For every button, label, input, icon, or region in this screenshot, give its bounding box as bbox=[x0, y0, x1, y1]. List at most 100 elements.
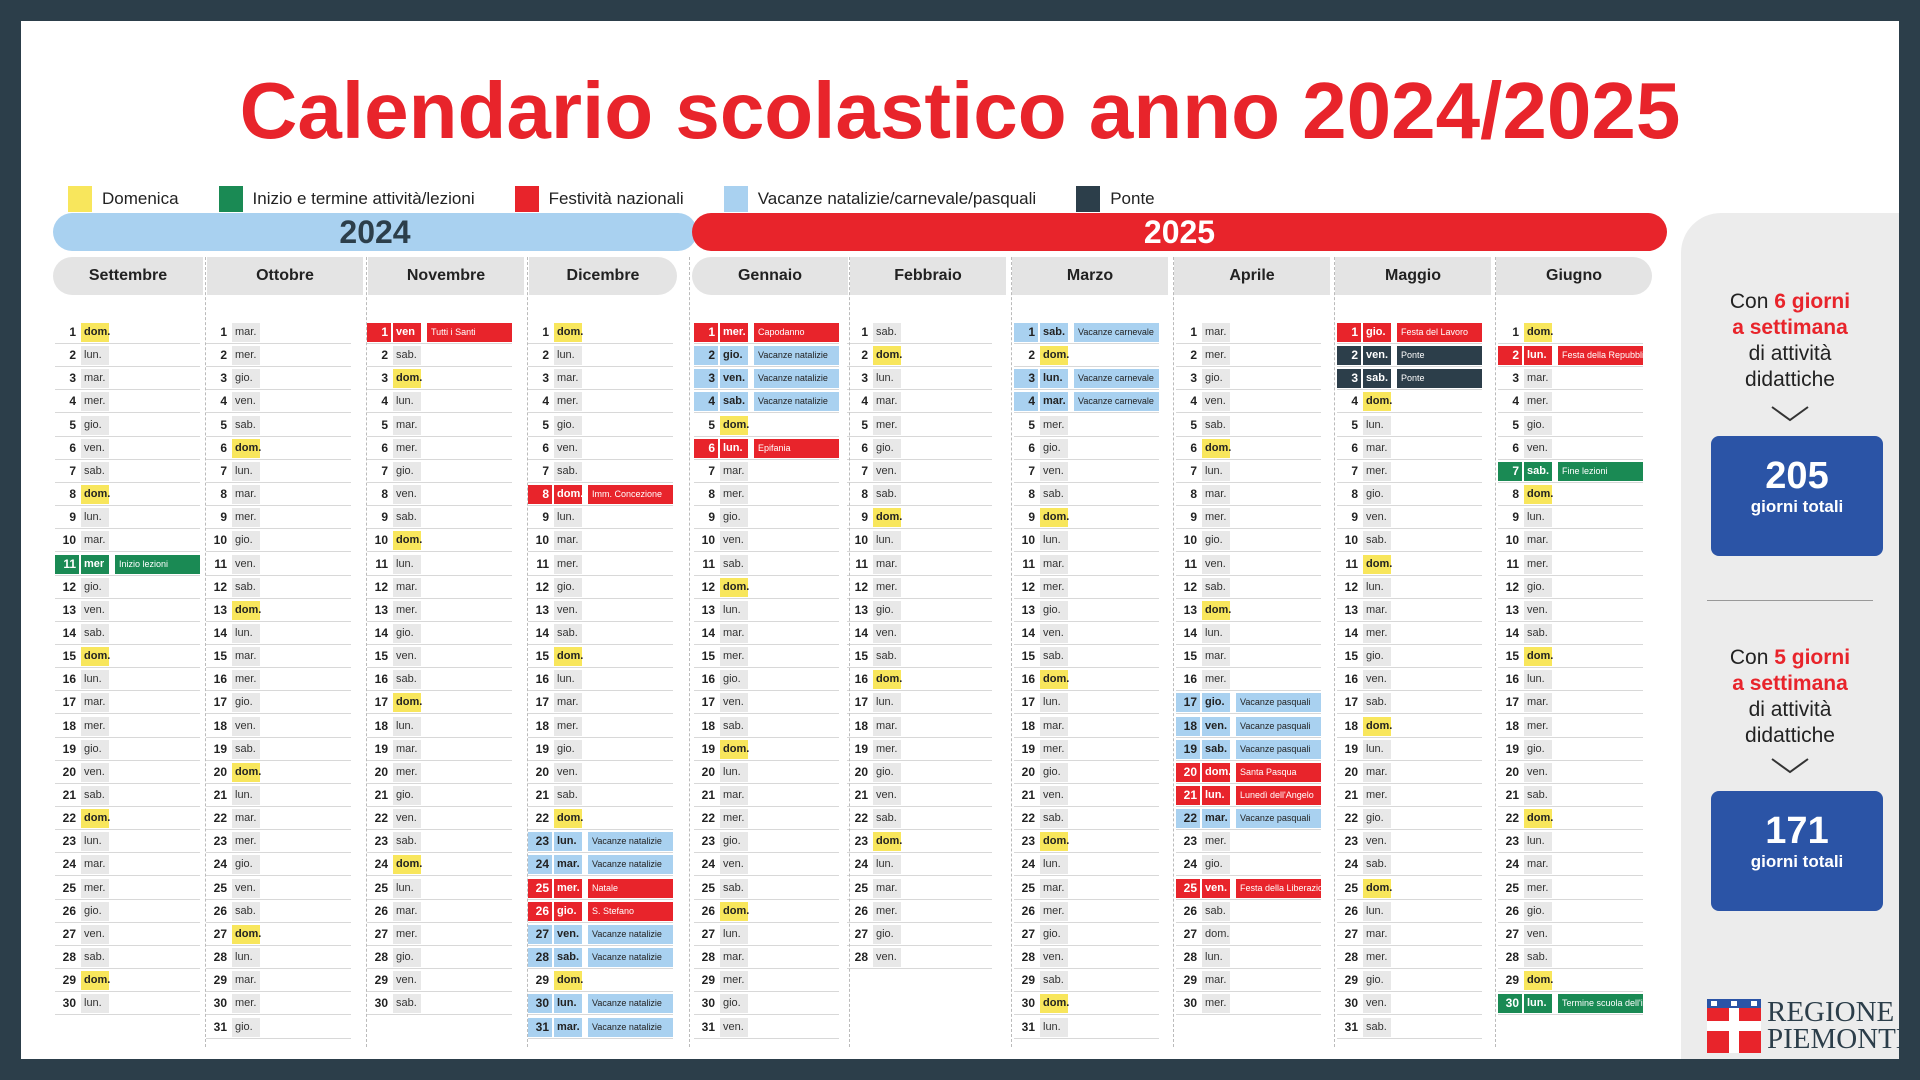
weekday: ven. bbox=[873, 948, 901, 968]
day-row: 14 sab. bbox=[1498, 622, 1643, 645]
weekday: sab. bbox=[81, 948, 109, 968]
weekday: ven. bbox=[81, 762, 109, 782]
day-number: 5 bbox=[220, 417, 227, 432]
weekday: ven. bbox=[554, 924, 582, 944]
day-row: 3 sab. Ponte bbox=[1337, 367, 1482, 391]
weekday: lun. bbox=[1040, 1017, 1068, 1037]
summary-divider bbox=[1707, 600, 1873, 601]
day-row: 21 sab. bbox=[1498, 784, 1643, 807]
day-number: 17 bbox=[1021, 695, 1035, 710]
day-row: 8 mer. bbox=[694, 483, 839, 507]
weekday: ven. bbox=[1363, 508, 1391, 528]
day-number: 14 bbox=[1183, 625, 1197, 640]
day-row: 13 dom. bbox=[1176, 599, 1321, 622]
day-number: 8 bbox=[1028, 487, 1035, 502]
day-number: 29 bbox=[1344, 973, 1358, 988]
day-row: 28 sab. bbox=[1498, 946, 1643, 970]
page-title: Calendario scolastico anno 2024/2025 bbox=[239, 66, 1681, 155]
weekday: mer. bbox=[232, 508, 260, 528]
day-number: 19 bbox=[213, 741, 227, 756]
day-row: 15 dom. bbox=[528, 645, 673, 669]
day-row: 20 gio. bbox=[1014, 761, 1159, 784]
day-row: 11 mer. bbox=[1498, 553, 1643, 576]
day-row: 27 ven. bbox=[1498, 923, 1643, 946]
day-number: 7 bbox=[1190, 463, 1197, 478]
six-days-line3: di attività bbox=[1748, 342, 1832, 365]
weekday: ven. bbox=[1524, 762, 1552, 782]
day-row: 8 dom. bbox=[55, 483, 200, 507]
day-number: 22 bbox=[62, 811, 76, 826]
day-row: 4 ven. bbox=[1176, 390, 1321, 414]
day-row: 11 ven. bbox=[1176, 553, 1321, 576]
weekday: lun. bbox=[81, 670, 109, 690]
day-row: 5 lun. bbox=[1337, 414, 1482, 437]
day-row: 24 dom. bbox=[367, 853, 512, 877]
day-row: 29 mer. bbox=[694, 969, 839, 993]
weekday: mar. bbox=[81, 855, 109, 875]
day-number: 19 bbox=[854, 741, 868, 756]
day-number: 27 bbox=[854, 926, 868, 941]
weekday: ven. bbox=[720, 855, 748, 875]
day-number: 14 bbox=[213, 625, 227, 640]
day-row: 19 mer. bbox=[1014, 738, 1159, 761]
day-row: 13 ven. bbox=[55, 599, 200, 622]
day-row: 23 dom. bbox=[847, 830, 992, 854]
day-row: 25 mer. bbox=[1498, 877, 1643, 900]
day-row: 20 ven. bbox=[528, 761, 673, 784]
day-number: 22 bbox=[535, 811, 549, 826]
day-number: 9 bbox=[1351, 510, 1358, 525]
day-event-label: Vacanze natalizie bbox=[588, 832, 673, 852]
day-row: 21 ven. bbox=[1014, 784, 1159, 807]
weekday: sab. bbox=[1363, 369, 1391, 389]
weekday: dom. bbox=[393, 693, 422, 713]
day-row: 11 lun. bbox=[367, 553, 512, 576]
day-row: 28 lun. bbox=[206, 946, 351, 970]
day-number: 21 bbox=[213, 788, 227, 802]
day-row: 3 ven. Vacanze natalizie bbox=[694, 367, 839, 391]
weekday: dom. bbox=[873, 346, 902, 366]
day-number: 26 bbox=[701, 903, 715, 918]
day-number: 19 bbox=[62, 741, 76, 756]
weekday: ven. bbox=[232, 878, 260, 898]
day-number: 30 bbox=[528, 994, 552, 1014]
weekday: lun. bbox=[1524, 508, 1552, 528]
day-row: 1 mar. bbox=[1176, 321, 1321, 344]
day-event-label: Vacanze natalizie bbox=[588, 855, 673, 875]
day-row: 4 mar. Vacanze carnevale bbox=[1014, 390, 1159, 414]
weekday: lun. bbox=[1363, 739, 1391, 759]
weekday: mar. bbox=[1202, 809, 1230, 829]
day-row: 9 lun. bbox=[1498, 506, 1643, 530]
weekday: lun. bbox=[232, 461, 260, 481]
day-number: 14 bbox=[1021, 625, 1035, 640]
day-number: 3 bbox=[381, 371, 388, 386]
day-number: 10 bbox=[854, 533, 868, 548]
column-divider bbox=[1334, 257, 1335, 1047]
day-number: 9 bbox=[381, 510, 388, 525]
weekday: mar. bbox=[1363, 762, 1391, 782]
day-row: 26 sab. bbox=[206, 900, 351, 923]
day-row: 17 mar. bbox=[528, 691, 673, 715]
day-row: 30 gio. bbox=[694, 992, 839, 1016]
weekday: mer. bbox=[81, 716, 109, 736]
chevron-down-icon bbox=[1771, 758, 1809, 774]
day-row: 29 mar. bbox=[1176, 969, 1321, 993]
day-number: 3 bbox=[1512, 371, 1519, 386]
day-number: 7 bbox=[220, 463, 227, 478]
day-row: 4 mar. bbox=[847, 390, 992, 414]
day-row: 25 mer. Natale bbox=[528, 877, 673, 900]
weekday: ven. bbox=[232, 392, 260, 412]
weekday: gio. bbox=[554, 739, 582, 759]
day-number: 9 bbox=[1190, 510, 1197, 525]
day-row: 2 ven. Ponte bbox=[1337, 344, 1482, 368]
day-row: 15 mar. bbox=[206, 645, 351, 669]
day-number: 2 bbox=[542, 348, 549, 363]
day-event-label: Vacanze carnevale bbox=[1074, 369, 1159, 389]
day-number: 5 bbox=[542, 417, 549, 432]
day-number: 6 bbox=[220, 440, 227, 455]
day-row: 19 gio. bbox=[55, 738, 200, 761]
day-number: 13 bbox=[374, 602, 388, 617]
day-number: 17 bbox=[374, 695, 388, 710]
weekday: mer. bbox=[1040, 415, 1068, 435]
day-row: 4 dom. bbox=[1337, 390, 1482, 414]
day-row: 14 ven. bbox=[1014, 622, 1159, 645]
